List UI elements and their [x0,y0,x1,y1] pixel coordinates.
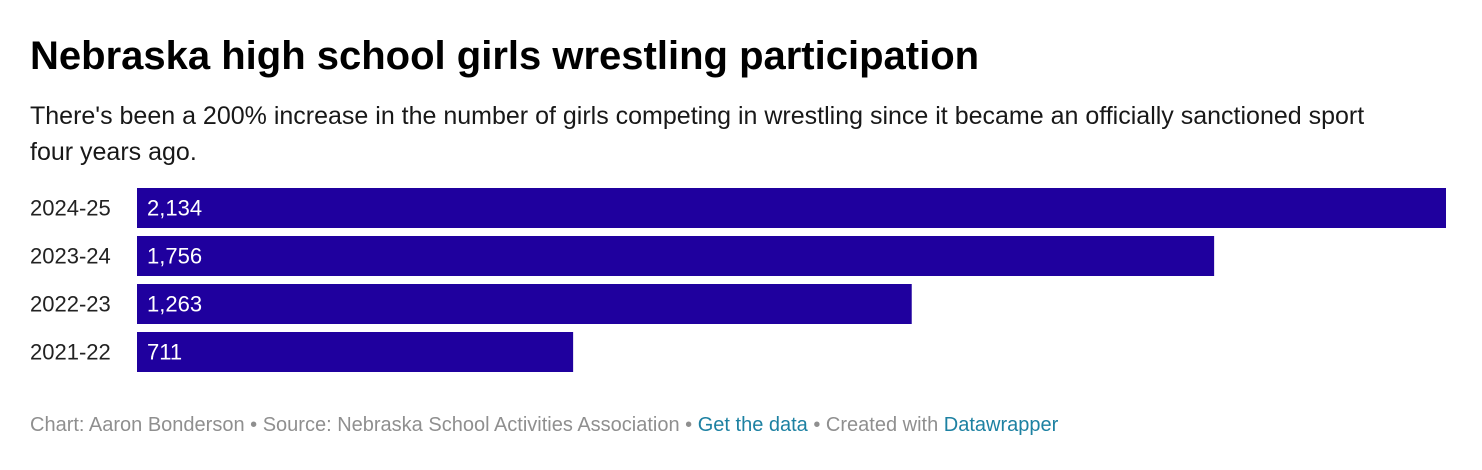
value-label-2022-23: 1,263 [147,292,202,317]
chart-footer: Chart: Aaron Bonderson • Source: Nebrask… [30,410,1058,440]
footer-separator: • [679,414,698,436]
bar-2024-25 [137,188,1446,228]
chart-subtitle: There's been a 200% increase in the numb… [30,102,1365,166]
footer-byline: Chart: Aaron Bonderson [30,414,245,436]
footer-created-with: Created with [825,414,944,436]
footer-source: Source: Nebraska School Activities Assoc… [262,414,680,436]
value-label-2023-24: 1,756 [147,244,202,269]
bar-2021-22 [137,332,574,372]
category-label-2022-23: 2022-23 [30,292,111,317]
category-label-2024-25: 2024-25 [30,196,111,221]
category-label-2021-22: 2021-22 [30,340,111,365]
value-label-2024-25: 2,134 [147,196,202,221]
bar-2022-23 [137,284,912,324]
bar-2023-24 [137,236,1215,276]
value-label-2021-22: 711 [147,340,182,365]
category-label-2023-24: 2023-24 [30,244,111,269]
chart-title: Nebraska high school girls wrestling par… [30,34,980,78]
get-the-data-link[interactable]: Get the data [697,414,808,436]
footer-separator: • [807,414,826,436]
footer-separator: • [244,414,263,436]
datawrapper-link[interactable]: Datawrapper [943,414,1059,436]
